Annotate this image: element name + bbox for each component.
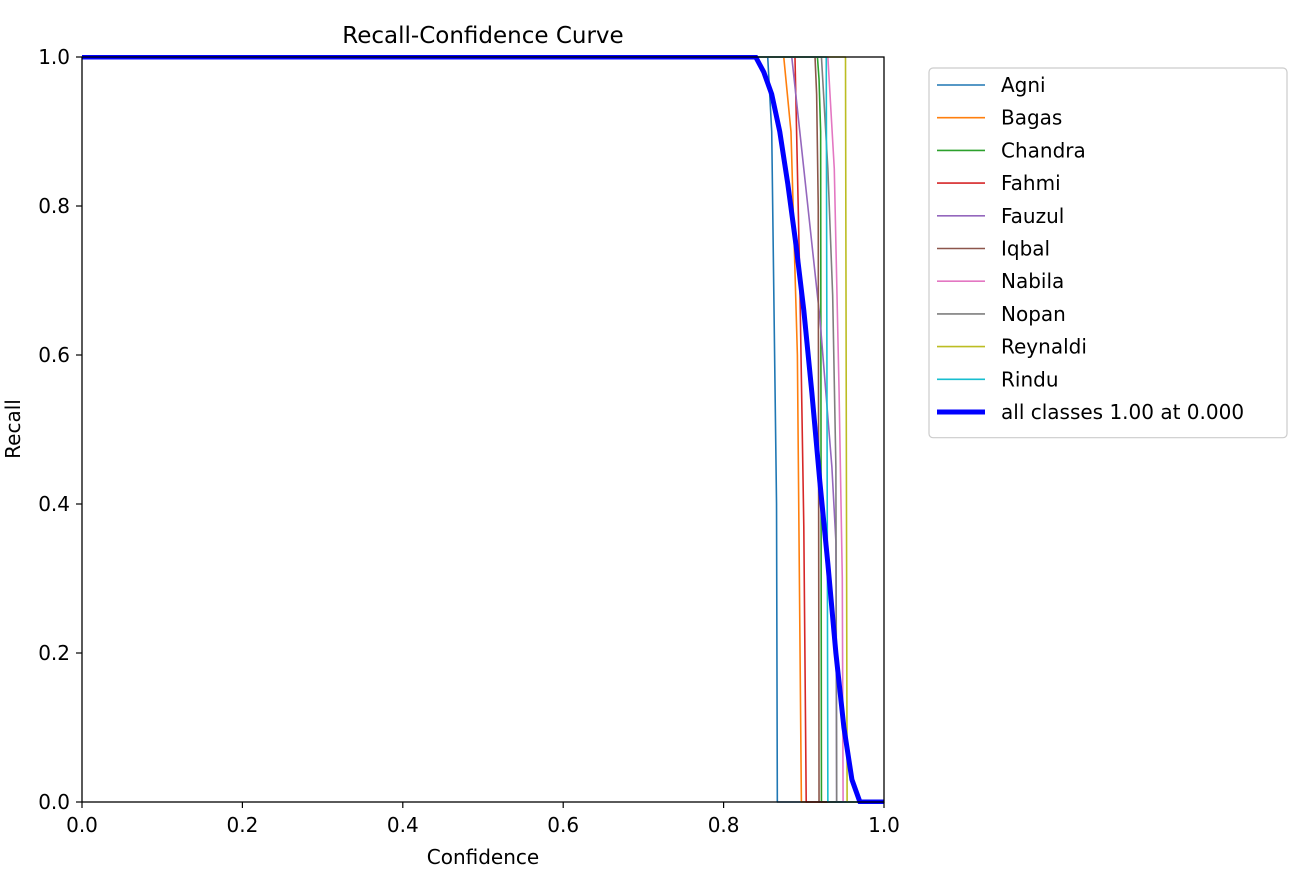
x-tick-label: 0.8 xyxy=(708,813,740,837)
legend-label: Rindu xyxy=(1001,367,1059,391)
series-line-fahmi xyxy=(82,56,884,803)
chart-title: Recall-Confidence Curve xyxy=(342,23,623,49)
x-tick-label: 1.0 xyxy=(868,813,900,837)
x-tick-label: 0.0 xyxy=(66,813,98,837)
legend-box xyxy=(928,67,1288,439)
series-line-all-classes-1-00-at-0-000 xyxy=(82,55,884,804)
legend-label: Fauzul xyxy=(1001,204,1064,228)
legend-label: Iqbal xyxy=(1001,237,1050,261)
y-tick-label: 0.8 xyxy=(38,194,70,218)
series-line-nopan xyxy=(82,56,884,803)
legend-label: Reynaldi xyxy=(1001,335,1087,359)
y-axis-label: Recall xyxy=(1,399,25,459)
series-line-iqbal xyxy=(82,56,884,803)
legend-label: Bagas xyxy=(1001,106,1062,130)
y-tick-label: 0.4 xyxy=(38,492,70,516)
series-lines xyxy=(82,55,884,804)
series-line-bagas xyxy=(82,56,884,803)
legend-label: Fahmi xyxy=(1001,171,1061,195)
series-line-nabila xyxy=(82,56,884,803)
plot-frame xyxy=(81,56,885,803)
series-line-agni xyxy=(82,56,884,803)
series-line-rindu xyxy=(82,56,884,803)
y-tick-label: 0.2 xyxy=(38,641,70,665)
x-tick-label: 0.6 xyxy=(547,813,579,837)
y-tick-label: 0.0 xyxy=(38,790,70,814)
series-line-chandra xyxy=(82,56,884,803)
y-tick-label: 0.6 xyxy=(38,343,70,367)
series-line-fauzul xyxy=(82,56,884,803)
legend-label: Nopan xyxy=(1001,302,1066,326)
legend-label: Chandra xyxy=(1001,138,1086,162)
x-tick-label: 0.4 xyxy=(387,813,419,837)
legend-label: all classes 1.00 at 0.000 xyxy=(1001,400,1244,424)
plot-area xyxy=(81,55,885,804)
legend-label: Nabila xyxy=(1001,269,1064,293)
legend: Agni Bagas Chandra Fahmi Fauzul Iqbal Nabila No… xyxy=(928,67,1288,439)
x-axis-label: Confidence xyxy=(427,845,539,869)
series-line-reynaldi xyxy=(82,56,884,803)
x-axis-ticks: 0.0 0.2 0.4 0.6 0.8 1.0 xyxy=(66,802,900,837)
legend-label: Agni xyxy=(1001,73,1046,97)
y-axis-ticks: 0.0 0.2 0.4 0.6 0.8 1.0 xyxy=(38,45,82,814)
x-tick-label: 0.2 xyxy=(226,813,258,837)
y-tick-label: 1.0 xyxy=(38,45,70,69)
